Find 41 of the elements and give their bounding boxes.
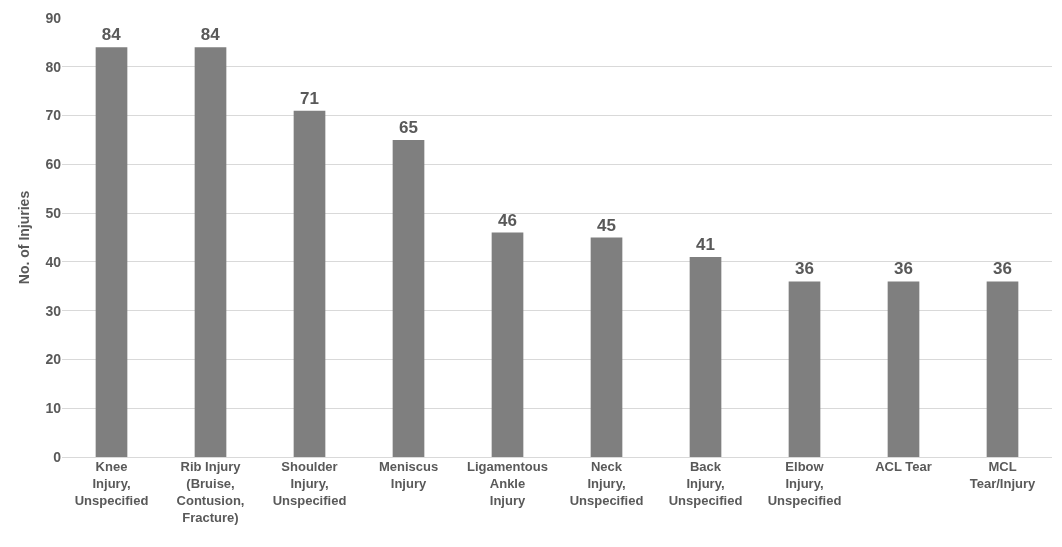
data-label: 36 <box>993 259 1012 279</box>
y-tick-label: 90 <box>45 9 62 26</box>
data-label: 45 <box>597 215 616 235</box>
bar <box>95 47 128 457</box>
y-tick-label: 60 <box>45 156 62 173</box>
y-tick-label: 70 <box>45 107 62 124</box>
x-tick-label: Knee Injury, Unspecified <box>74 459 149 508</box>
y-axis-title: No. of Injuries <box>16 190 33 285</box>
y-tick-label: 30 <box>45 302 62 319</box>
bar <box>194 47 227 457</box>
data-label: 36 <box>894 259 913 279</box>
x-tick-label: ACL Tear <box>875 459 932 474</box>
data-label: 41 <box>696 235 715 255</box>
bar <box>392 139 425 457</box>
bar <box>293 110 326 457</box>
data-label: 65 <box>399 117 418 137</box>
y-tick-label: 50 <box>45 205 62 222</box>
data-label: 71 <box>300 88 319 108</box>
x-tick-label: Neck Injury, Unspecified <box>569 459 644 508</box>
bar <box>491 232 524 457</box>
bar <box>986 281 1019 457</box>
data-label: 84 <box>200 25 221 45</box>
y-tick-label: 0 <box>53 448 62 465</box>
y-tick-label: 80 <box>45 58 62 75</box>
y-tick-label: 20 <box>45 351 62 368</box>
x-tick-label: Elbow Injury, Unspecified <box>767 459 842 508</box>
bar <box>788 281 821 457</box>
x-tick-label: Rib Injury (Bruise, Contusion, Fracture) <box>176 459 245 525</box>
x-tick-label: MCL Tear/Injury <box>969 459 1037 491</box>
data-label: 84 <box>101 25 122 45</box>
data-label: 46 <box>498 210 517 230</box>
x-tick-label: Shoulder Injury, Unspecified <box>272 459 347 508</box>
bar <box>887 281 920 457</box>
x-tick-label: Meniscus Injury <box>378 459 439 491</box>
x-tick-label: Back Injury, Unspecified <box>668 459 743 508</box>
x-tick-label: Ligamentous Ankle Injury <box>467 459 548 508</box>
bar <box>590 237 623 457</box>
bar <box>689 257 722 457</box>
y-tick-label: 40 <box>45 253 62 270</box>
data-label: 36 <box>795 259 814 279</box>
y-tick-label: 10 <box>45 400 62 417</box>
